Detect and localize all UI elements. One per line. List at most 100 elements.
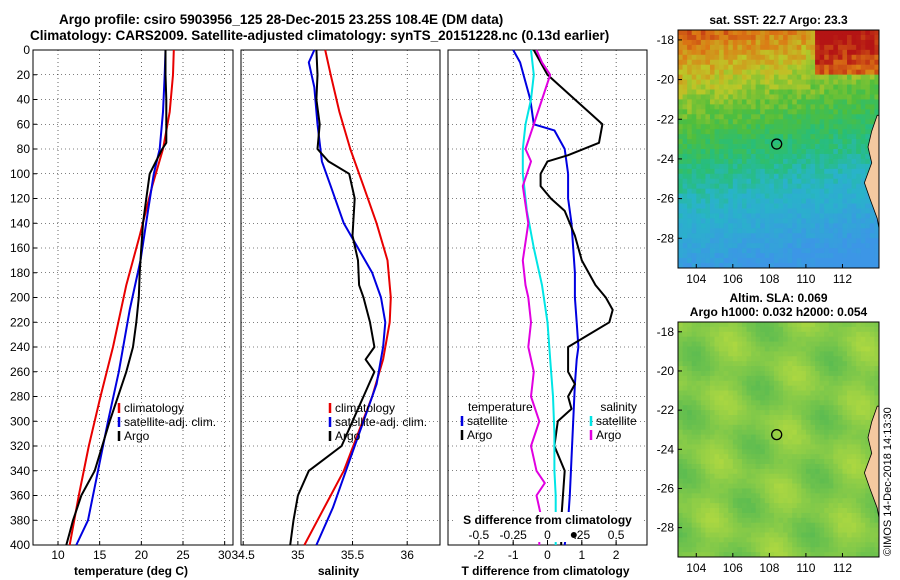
sla_map-xtick-label: 104 xyxy=(686,561,706,575)
temperature-ytick-label: 180 xyxy=(10,266,30,280)
temperature-ytick-label: 120 xyxy=(10,192,30,206)
sla_map-ytick-label: -24 xyxy=(657,442,675,456)
sst_map-frame xyxy=(677,29,880,269)
diff-s-xtick-label: 0 xyxy=(544,528,551,542)
sst_map-xtick-label: 108 xyxy=(759,272,779,286)
temperature-ytick-label: 240 xyxy=(10,340,30,354)
differences-xtick-label: -1 xyxy=(508,548,519,562)
temperature-ytick-label: 140 xyxy=(10,216,30,230)
sla_map-cells xyxy=(678,322,880,558)
diff-s-xtick-label: 0.5 xyxy=(608,528,625,542)
differences-xtick-label: 1 xyxy=(578,548,585,562)
temperature-xtick-label: 25 xyxy=(176,548,190,562)
diff-line-argo xyxy=(532,49,614,545)
differences-xtick-label: -2 xyxy=(474,548,485,562)
sla_map-panel: 104 106 108 110 112 -18 -20 -22 -24 -26 -28 Altim. … xyxy=(657,291,880,575)
diff-legend-sal-argo-label: Argo xyxy=(596,428,622,442)
figure-title-line1: Argo profile: csiro 5903956_125 28-Dec-2… xyxy=(59,12,504,27)
diff-line-sal_diff_argo xyxy=(521,49,552,545)
diff-s-axis-label: S difference from climatology xyxy=(463,513,632,527)
temperature-ytick-label: 280 xyxy=(10,390,30,404)
figure-title-line2: Climatology: CARS2009. Satellite-adjuste… xyxy=(30,28,610,43)
sst_map-ytick-label: -28 xyxy=(657,231,675,245)
salinity-xtick-label: 35.5 xyxy=(341,548,365,562)
diff-legend-temp-satellite-label: satellite xyxy=(467,414,508,428)
temperature-ytick-label: 260 xyxy=(10,365,30,379)
sst_map-ytick-label: -26 xyxy=(657,192,675,206)
sst_map-xtick-label: 112 xyxy=(833,272,852,286)
differences-xtick-label: 0 xyxy=(544,548,551,562)
diff-legend-temp-argo-label: Argo xyxy=(467,428,493,442)
sst_map-xtick-label: 104 xyxy=(686,272,706,286)
diff-legend-sal-satellite-label: satellite xyxy=(596,414,637,428)
temperature-line-argo xyxy=(65,50,168,546)
salinity-line-satellite xyxy=(307,49,387,546)
salinity-legend-satellite-label: satellite-adj. clim. xyxy=(335,415,427,429)
temperature-ytick-label: 320 xyxy=(10,439,30,453)
temperature-legend-argo-label: Argo xyxy=(124,429,150,443)
salinity-xlabel: salinity xyxy=(318,564,360,578)
sst_map-cells xyxy=(678,30,880,269)
differences-panel: -2 -1 0 1 2 T difference from climatology temp… xyxy=(447,49,648,578)
sla_map-ytick-label: -26 xyxy=(657,481,675,495)
sst_map-xtick-label: 110 xyxy=(796,272,815,286)
sla_map-xtick-label: 106 xyxy=(723,561,743,575)
sla_map-ytick-label: -20 xyxy=(657,364,675,378)
temperature-ytick-label: 0 xyxy=(23,43,30,57)
temperature-ytick-label: 340 xyxy=(10,464,30,478)
differences-xlabel: T difference from climatology xyxy=(461,564,629,578)
temperature-xtick-label: 15 xyxy=(93,548,107,562)
salinity-panel: 34.5 35 35.5 36 salinity climatologysatellite… xyxy=(232,49,441,578)
sla_map-title: Altim. SLA: 0.069 xyxy=(729,291,827,305)
temperature-xtick-label: 10 xyxy=(51,548,65,562)
temperature-xtick-label: 30 xyxy=(218,548,232,562)
salinity-xtick-label: 36 xyxy=(401,548,415,562)
temperature-ytick-label: 160 xyxy=(10,241,30,255)
sla_map-xtick-label: 108 xyxy=(759,561,779,575)
temperature-ytick-label: 100 xyxy=(10,167,30,181)
temperature-ytick-label: 380 xyxy=(10,513,30,527)
salinity-legend-climatology-label: climatology xyxy=(335,401,395,415)
sst_map-argo-marker xyxy=(771,138,783,150)
sla_map-argo-marker xyxy=(771,428,783,441)
temperature-ytick-label: 60 xyxy=(17,117,31,131)
temperature-ytick-label: 360 xyxy=(10,489,30,503)
sla_map-ytick-label: -28 xyxy=(657,521,675,535)
sst_map-ytick-label: -24 xyxy=(657,152,675,166)
sst_map-ytick-label: -22 xyxy=(657,112,675,126)
differences-xtick-label: 2 xyxy=(613,548,620,562)
sla_map-xtick-label: 110 xyxy=(796,561,815,575)
temperature-ytick-label: 400 xyxy=(10,538,30,552)
sst_map-ytick-label: -20 xyxy=(657,73,675,87)
sst_map-xtick-label: 106 xyxy=(723,272,743,286)
temperature-ytick-label: 200 xyxy=(10,291,30,305)
diff-line-temp_diff_sat xyxy=(521,49,557,545)
temperature-panel: 10 15 20 25 30 temperature (deg C) 0 20 40 60 80 10… xyxy=(10,43,234,578)
temperature-xtick-label: 20 xyxy=(135,548,149,562)
temperature-legend-climatology-label: climatology xyxy=(124,401,184,415)
temperature-ytick-label: 20 xyxy=(17,68,31,82)
salinity-line-climatology xyxy=(303,49,392,546)
diff-s-zero-marker xyxy=(570,532,577,538)
salinity-line-argo xyxy=(289,49,376,546)
sst_map-ytick-label: -18 xyxy=(657,33,675,47)
temperature-xlabel: temperature (deg C) xyxy=(74,564,188,578)
sla_map-subtitle: Argo h1000: 0.032 h2000: 0.054 xyxy=(690,305,868,319)
diff-s-xtick-label: .25 xyxy=(573,528,590,542)
salinity-legend-argo-label: Argo xyxy=(335,429,361,443)
diff-legend-temperature-title: temperature xyxy=(468,400,533,414)
sst_map-panel: 104 106 108 110 112 -18 -20 -22 -24 -26 -28 sat. SS… xyxy=(657,13,880,286)
temperature-ytick-label: 220 xyxy=(10,315,30,329)
diff-line-satellite xyxy=(512,49,580,546)
temperature-ytick-label: 300 xyxy=(10,414,30,428)
salinity-frame xyxy=(240,49,441,546)
sla_map-frame xyxy=(677,321,880,558)
diff-legend-salinity-title: salinity xyxy=(600,400,637,414)
diff-s-axis-bg xyxy=(456,512,642,542)
sla_map-ytick-label: -22 xyxy=(657,403,675,417)
temperature-line-climatology xyxy=(68,49,175,546)
sst_map-title: sat. SST: 22.7 Argo: 23.3 xyxy=(709,13,848,27)
diff-s-xtick-label: -0.5 xyxy=(469,528,490,542)
temperature-ytick-label: 40 xyxy=(17,93,31,107)
